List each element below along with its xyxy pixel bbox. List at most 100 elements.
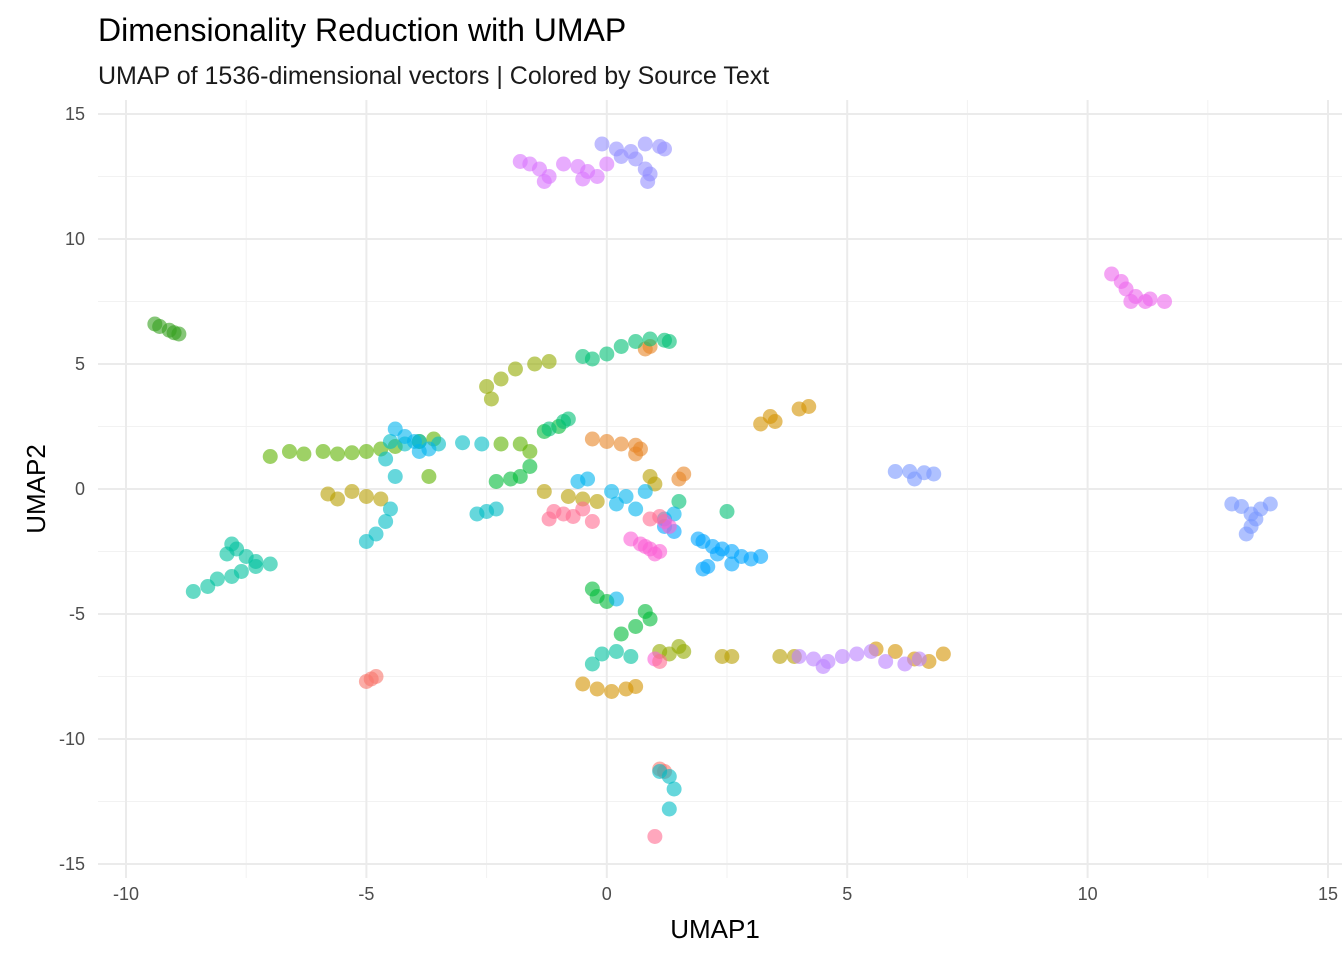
data-points <box>147 136 1278 844</box>
series-s07 <box>147 316 187 342</box>
data-point <box>907 471 923 487</box>
data-point <box>358 444 374 459</box>
series-s09 <box>541 331 735 519</box>
data-point <box>373 491 389 507</box>
data-point <box>652 509 668 524</box>
data-point <box>637 136 653 152</box>
data-point <box>541 421 557 437</box>
data-point <box>421 441 437 457</box>
data-point <box>315 444 331 459</box>
data-point <box>382 501 398 517</box>
major-gridlines <box>98 100 1342 878</box>
data-point <box>647 829 663 844</box>
data-point <box>507 361 523 377</box>
data-point <box>935 646 951 662</box>
data-point <box>344 445 360 461</box>
data-point <box>628 334 644 349</box>
series-s10 <box>185 536 639 672</box>
data-point <box>628 501 644 517</box>
data-point <box>719 504 735 519</box>
x-tick-label: 15 <box>1318 884 1338 904</box>
data-point <box>628 619 644 634</box>
data-point <box>522 444 538 459</box>
y-tick-label: -5 <box>69 604 85 624</box>
data-point <box>849 646 865 662</box>
x-axis-title: UMAP1 <box>670 914 760 944</box>
data-point <box>330 491 346 507</box>
data-point <box>594 646 610 662</box>
data-point <box>589 169 605 184</box>
data-point <box>344 484 360 499</box>
data-point <box>536 484 552 499</box>
data-point <box>608 644 624 659</box>
data-point <box>488 501 504 517</box>
data-point <box>599 346 615 362</box>
data-point <box>724 556 740 572</box>
data-point <box>887 464 903 479</box>
data-point <box>608 496 624 512</box>
x-tick-label: 5 <box>842 884 852 904</box>
data-point <box>493 371 509 387</box>
data-point <box>599 434 615 449</box>
y-axis-title: UMAP2 <box>21 444 51 534</box>
data-point <box>628 679 644 694</box>
data-point <box>676 644 692 659</box>
data-point <box>628 446 644 462</box>
data-point <box>753 549 769 564</box>
x-tick-label: 10 <box>1078 884 1098 904</box>
chart-subtitle: UMAP of 1536-dimensional vectors | Color… <box>98 62 769 90</box>
data-point <box>637 484 653 499</box>
data-point <box>926 466 942 482</box>
data-point <box>512 469 528 484</box>
data-point <box>594 136 610 152</box>
data-point <box>584 431 600 447</box>
data-point <box>546 504 562 519</box>
data-point <box>767 414 783 429</box>
data-point <box>791 649 807 664</box>
data-point <box>378 514 394 529</box>
x-tick-label: -5 <box>358 884 374 904</box>
x-tick-label: 0 <box>602 884 612 904</box>
data-point <box>185 584 201 599</box>
data-point <box>421 469 437 484</box>
data-point <box>483 391 499 407</box>
data-point <box>863 644 879 659</box>
series-s19 <box>623 514 677 667</box>
data-point <box>580 471 596 487</box>
series-s17 <box>512 154 615 189</box>
data-point <box>296 446 312 462</box>
data-point <box>613 436 629 452</box>
data-point <box>608 591 624 607</box>
data-point <box>815 659 831 674</box>
data-point <box>1248 511 1264 527</box>
data-point <box>661 801 677 817</box>
data-point <box>536 174 552 189</box>
y-tick-label: 0 <box>75 479 85 499</box>
data-point <box>541 354 557 369</box>
data-point <box>801 399 817 414</box>
data-point <box>560 411 576 427</box>
data-point <box>584 656 600 672</box>
series-s05 <box>479 354 692 662</box>
data-point <box>556 156 572 172</box>
data-point <box>368 669 384 684</box>
data-point <box>878 654 894 669</box>
y-tick-label: 10 <box>65 229 85 249</box>
data-point <box>479 379 495 394</box>
data-point <box>560 489 576 504</box>
data-point <box>330 446 346 462</box>
data-point <box>527 356 543 372</box>
data-point <box>1157 294 1173 309</box>
data-point <box>248 554 264 569</box>
series-s04 <box>320 469 802 664</box>
data-point <box>493 436 509 452</box>
data-point <box>671 494 687 509</box>
data-point <box>652 654 668 669</box>
data-point <box>358 489 374 504</box>
data-point <box>368 526 384 542</box>
data-point <box>1238 526 1254 542</box>
data-point <box>613 149 629 164</box>
data-point <box>623 649 639 664</box>
data-point <box>637 604 653 619</box>
data-point <box>604 684 620 699</box>
